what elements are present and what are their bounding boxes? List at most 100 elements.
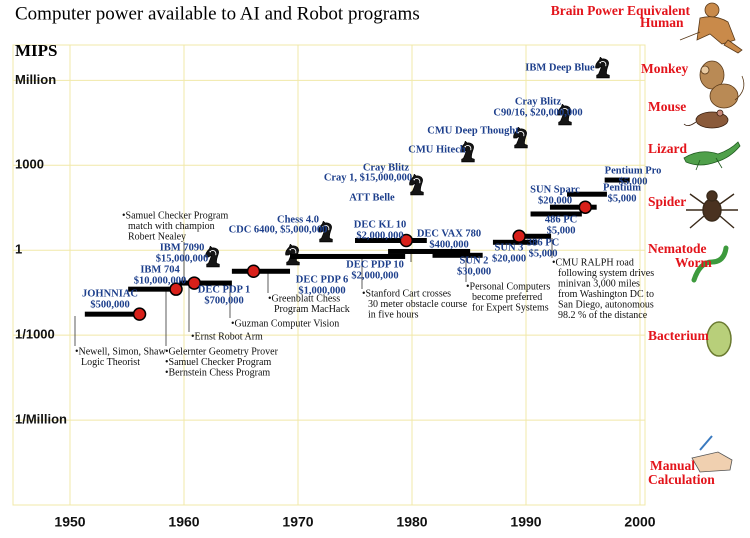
- machine-bar: [549, 204, 597, 210]
- machine-label: $20,000: [492, 253, 526, 264]
- machine-label: $15,000,000: [156, 253, 209, 264]
- annotation: •Newell, Simon, Shaw: [75, 346, 166, 357]
- brain-power-title: Brain Power Equivalent: [551, 3, 691, 18]
- machine-label: ATT Belle: [349, 192, 395, 203]
- machine-label: Cray 1, $15,000,000: [324, 172, 412, 183]
- annotation: San Diego, autonomous: [558, 299, 654, 310]
- machine-bar: [388, 248, 471, 254]
- machine-bar: [128, 286, 180, 292]
- chart-title: Computer power available to AI and Robot…: [15, 3, 420, 24]
- annotation: minivan 3,000 miles: [558, 278, 640, 289]
- machine-label: $700,000: [204, 295, 243, 306]
- x-tick-label: 1990: [510, 514, 541, 530]
- milestone-dot: [246, 264, 261, 279]
- brain-level-label: Manual: [650, 458, 695, 473]
- machine-bar: [355, 237, 427, 243]
- brain-level-label: Calculation: [648, 472, 715, 487]
- brain-level-label: Spider: [648, 194, 686, 209]
- leader-lines: [74, 238, 553, 346]
- machine-label: CMU Hitech: [408, 144, 466, 155]
- worm-icon: [691, 245, 729, 283]
- annotation: •Personal Computers: [466, 281, 550, 292]
- annotation: following system drives: [558, 268, 654, 279]
- annotation: •Ernst Robot Arm: [191, 331, 263, 342]
- x-tick-label: 1950: [54, 514, 85, 530]
- milestone-dot: [132, 307, 147, 321]
- annotation: •Greenblatt Chess: [268, 293, 340, 304]
- annotation: for Expert Systems: [472, 302, 549, 313]
- machine-label: SUN 3: [495, 242, 524, 253]
- machine-label: $500,000: [90, 299, 129, 310]
- y-tick-label: 1000: [15, 157, 44, 172]
- x-tick-label: 1960: [168, 514, 199, 530]
- machine-label: $5,000: [619, 176, 648, 187]
- machine-label: 486 PC: [545, 214, 577, 225]
- machine-bar: [432, 252, 483, 258]
- machine-label: $400,000: [429, 239, 468, 250]
- y-axis-label: MIPS: [15, 41, 58, 60]
- machine-label: IBM 7090: [160, 242, 205, 253]
- plot-frame: [12, 44, 646, 506]
- machine-label: DEC PDP 6: [296, 274, 349, 285]
- machine-bar: [290, 253, 406, 259]
- machine-label: Cray Blitz: [363, 162, 410, 173]
- machine-label: $1,000,000: [298, 285, 345, 296]
- machine-label: Cray Blitz: [515, 96, 562, 107]
- milestone-dot: [512, 229, 526, 244]
- machine-bar: [179, 280, 232, 286]
- brain-level-label: Bacterium: [648, 328, 709, 343]
- machine-bar: [492, 239, 538, 245]
- annotation: in five hours: [368, 309, 419, 320]
- brain-level-label: Lizard: [648, 141, 687, 156]
- machine-label: $10,000,000: [134, 275, 187, 286]
- machine-label: CDC 6400, $5,000,000: [229, 224, 328, 235]
- machine-label: $5,000: [547, 225, 576, 236]
- brain-level-label: Mouse: [648, 99, 686, 114]
- y-tick-label: Million: [15, 72, 56, 87]
- brain-level-label: Human: [640, 15, 684, 30]
- milestone-dot: [187, 276, 202, 290]
- annotation: •Guzman Computer Vision: [231, 318, 339, 329]
- machine-label: SUN Sparc: [530, 184, 580, 195]
- machine-label: $30,000: [457, 266, 491, 277]
- machine-label: DEC VAX 780: [417, 228, 481, 239]
- machine-label: IBM Deep Blue: [525, 62, 595, 73]
- machine-label: $20,000: [538, 195, 572, 206]
- annotation: •Stanford Cart crosses: [362, 288, 451, 299]
- icons: [205, 2, 745, 473]
- machine-label: CMU Deep Thought: [427, 125, 519, 136]
- x-tick-label: 1970: [282, 514, 313, 530]
- machine-bar: [604, 177, 630, 183]
- machine-label: DEC KL 10: [354, 219, 407, 230]
- y-tick-label: 1/1000: [15, 327, 55, 342]
- annotation: Program MacHack: [274, 304, 350, 315]
- machine-label: DEC PDP 1: [198, 284, 251, 295]
- annotation: 30 meter obstacle course: [368, 299, 468, 310]
- brain-level-label: Worm: [675, 255, 712, 270]
- x-tick-label: 2000: [624, 514, 655, 530]
- annotation: •Samuel Checker Program: [165, 357, 271, 368]
- annotation: from Washington DC to: [558, 289, 654, 300]
- machine-bar: [567, 191, 607, 197]
- machine-label: JOHNNIAC: [82, 288, 138, 299]
- machine-label: $2,000,000: [351, 270, 398, 281]
- grid: [13, 45, 645, 505]
- machine-bar: [530, 211, 582, 217]
- machine-label: Chess 4.0: [277, 214, 319, 225]
- machine-bar: [513, 233, 552, 239]
- annotation: •Samuel Checker Program: [122, 210, 228, 221]
- machine-bar: [84, 311, 140, 317]
- annotation: match with champion: [128, 221, 215, 232]
- machine-label: Pentium Pro: [605, 165, 662, 176]
- y-tick-label: 1: [15, 242, 22, 257]
- machine-label: SUN 2: [460, 255, 489, 266]
- annotation: 98.2 % of the distance: [558, 310, 648, 321]
- machine-bar: [231, 268, 291, 274]
- machine-label: IBM 704: [140, 264, 180, 275]
- annotation: •CMU RALPH road: [552, 257, 634, 268]
- machine-label: $5,000: [529, 248, 558, 259]
- milestone-dot: [578, 200, 593, 214]
- brain-level-label: Monkey: [641, 61, 689, 76]
- annotation: Logic Theorist: [81, 357, 140, 368]
